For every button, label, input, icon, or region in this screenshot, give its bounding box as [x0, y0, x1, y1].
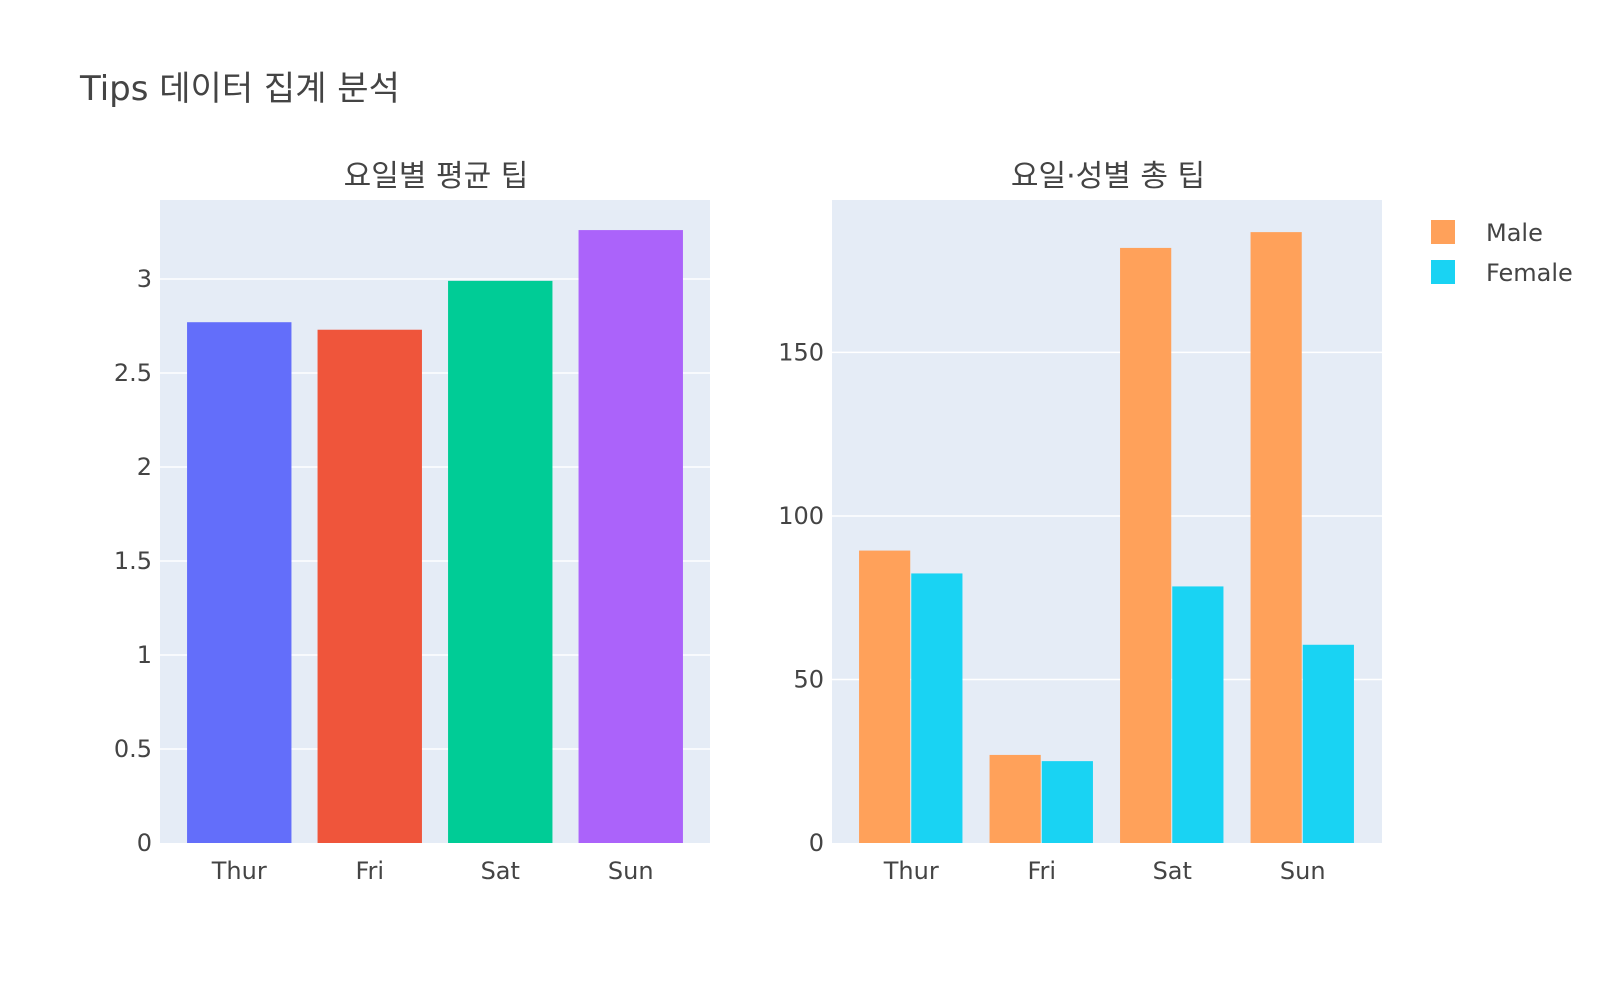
x-tick-label: Fri — [1027, 857, 1056, 885]
x-tick-label: Sun — [608, 857, 654, 885]
plot-total-tip: 0 50 100 150 Thur Fri Sat Sun — [778, 200, 1382, 885]
bar[interactable] — [1302, 644, 1354, 843]
x-tick-label: Thur — [883, 857, 939, 885]
bar[interactable] — [317, 329, 422, 844]
bar[interactable] — [989, 754, 1041, 843]
bar[interactable] — [448, 280, 553, 843]
figure-title: Tips 데이터 집계 분석 — [79, 69, 400, 109]
bar[interactable] — [1172, 586, 1224, 843]
y-tick-label: 1 — [137, 641, 152, 669]
subplot-title-average-tip: 요일별 평균 팁 — [344, 159, 529, 194]
bar[interactable] — [1250, 232, 1302, 843]
y-tick-label: 1.5 — [114, 547, 152, 575]
y-tick-label: 0 — [137, 829, 152, 857]
x-tick-label: Sat — [481, 857, 520, 885]
legend-swatch — [1431, 260, 1455, 284]
legend-label: Male — [1486, 219, 1543, 247]
x-tick-label: Sun — [1280, 857, 1326, 885]
bar[interactable] — [859, 550, 911, 843]
y-tick-label: 100 — [778, 502, 824, 530]
y-tick-label: 150 — [778, 338, 824, 366]
x-tick-label: Fri — [355, 857, 384, 885]
bar[interactable] — [1120, 247, 1172, 843]
plot-average-tip: 0 0.5 1 1.5 2 2.5 3 Thur Fri Sat Sun — [114, 200, 710, 885]
legend-swatch — [1431, 220, 1455, 244]
y-tick-label: 2 — [137, 453, 152, 481]
y-tick-label: 2.5 — [114, 359, 152, 387]
legend-label: Female — [1486, 259, 1573, 287]
y-tick-label: 3 — [137, 265, 152, 293]
y-tick-label: 0.5 — [114, 735, 152, 763]
bar[interactable] — [187, 322, 292, 843]
bar[interactable] — [911, 573, 963, 843]
x-tick-label: Thur — [211, 857, 267, 885]
legend[interactable]: Male Female — [1431, 219, 1573, 287]
subplot-title-total-tip: 요일·성별 총 팁 — [1011, 159, 1205, 194]
y-tick-label: 0 — [809, 829, 824, 857]
y-tick-label: 50 — [793, 665, 824, 693]
bar[interactable] — [1041, 761, 1093, 843]
x-tick-label: Sat — [1153, 857, 1192, 885]
bar[interactable] — [578, 230, 683, 843]
